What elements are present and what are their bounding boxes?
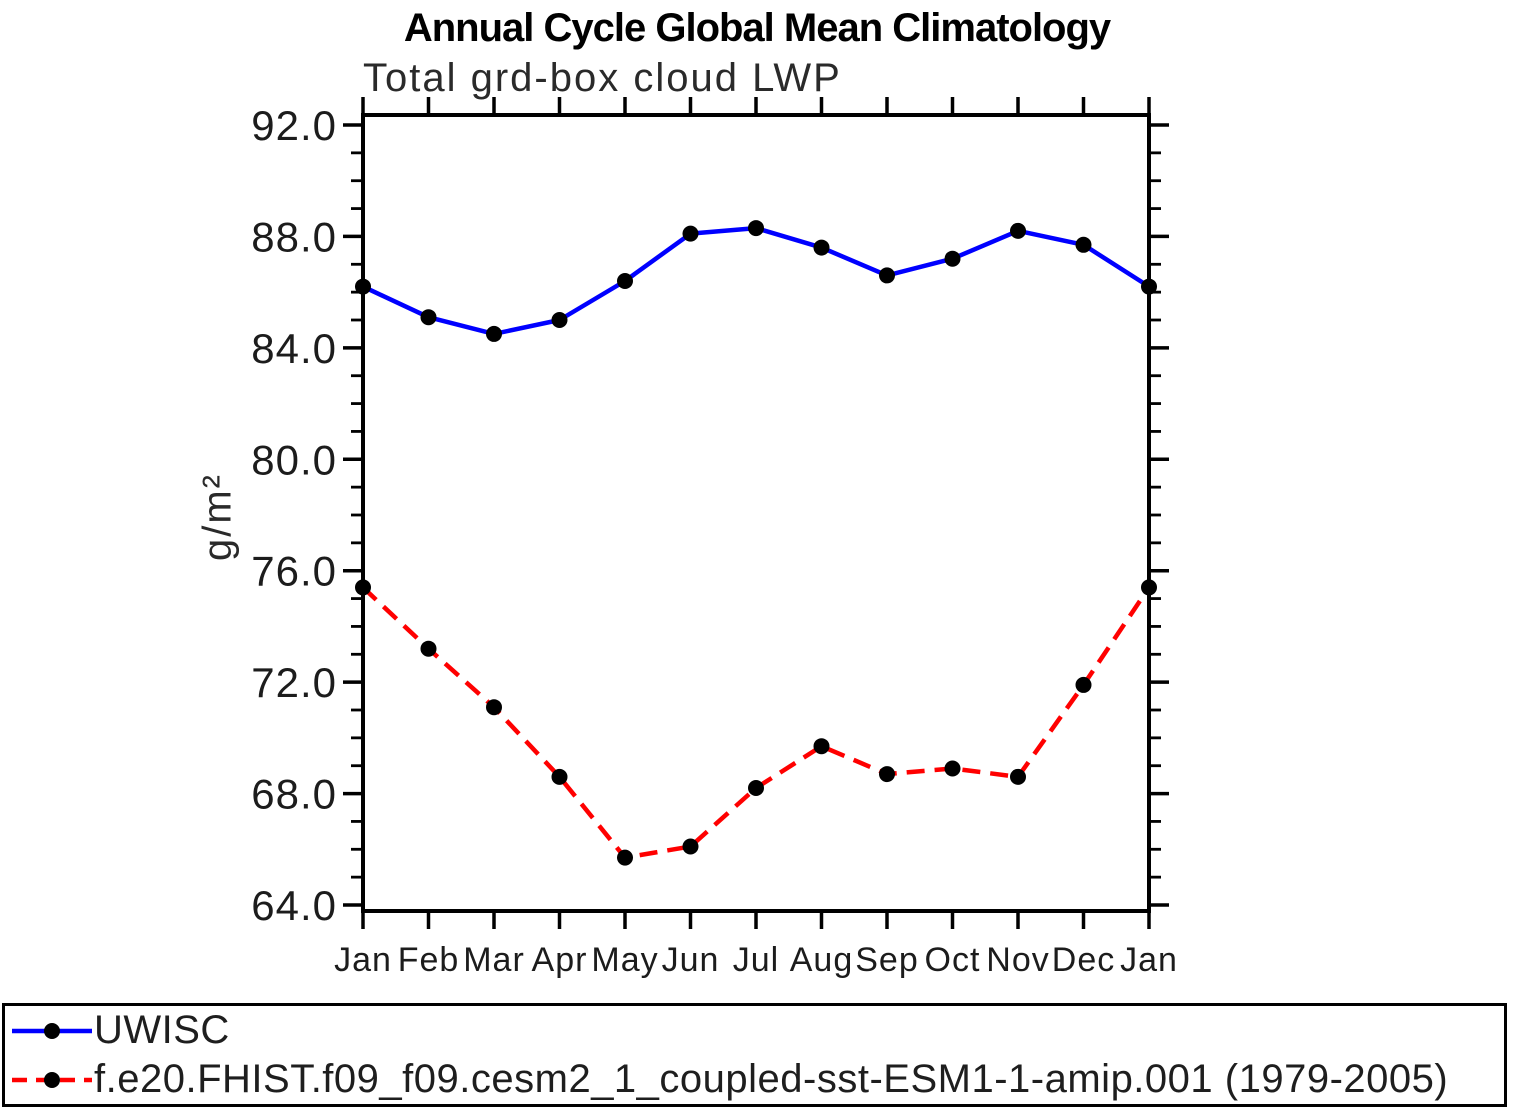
svg-text:84.0: 84.0 [251,325,337,372]
legend-solid-line-icon [12,1022,92,1039]
svg-text:64.0: 64.0 [251,882,337,929]
svg-text:68.0: 68.0 [251,771,337,818]
svg-text:Jun: Jun [662,941,720,979]
legend-item-model: f.e20.FHIST.f09_f09.cesm2_1_coupled-sst-… [5,1057,1504,1102]
chart-title: Annual Cycle Global Mean Climatology [403,6,1111,50]
legend: UWISC f.e20.FHIST.f09_f09.cesm2_1_couple… [2,1003,1507,1107]
legend-label-uwisc: UWISC [94,1008,230,1052]
legend-label-model: f.e20.FHIST.f09_f09.cesm2_1_coupled-sst-… [94,1057,1449,1101]
svg-text:80.0: 80.0 [251,436,337,483]
svg-text:Aug: Aug [790,941,854,979]
svg-text:88.0: 88.0 [251,213,337,260]
svg-text:Mar: Mar [463,941,525,979]
svg-text:Jul: Jul [733,941,779,979]
svg-text:Nov: Nov [986,941,1049,979]
svg-text:Jan: Jan [334,941,392,979]
svg-text:Oct: Oct [925,941,981,979]
svg-text:Jan: Jan [1120,941,1178,979]
svg-text:72.0: 72.0 [251,659,337,706]
svg-text:May: May [591,941,658,979]
legend-dashed-line-icon [12,1071,92,1088]
svg-text:Apr: Apr [532,941,588,979]
svg-text:92.0: 92.0 [251,102,337,149]
svg-text:76.0: 76.0 [251,548,337,595]
svg-text:Sep: Sep [855,941,919,979]
chart-subtitle: Total grd-box cloud LWP [363,56,842,100]
svg-text:Feb: Feb [398,941,460,979]
svg-text:Dec: Dec [1052,941,1115,979]
legend-item-uwisc: UWISC [5,1008,1504,1053]
